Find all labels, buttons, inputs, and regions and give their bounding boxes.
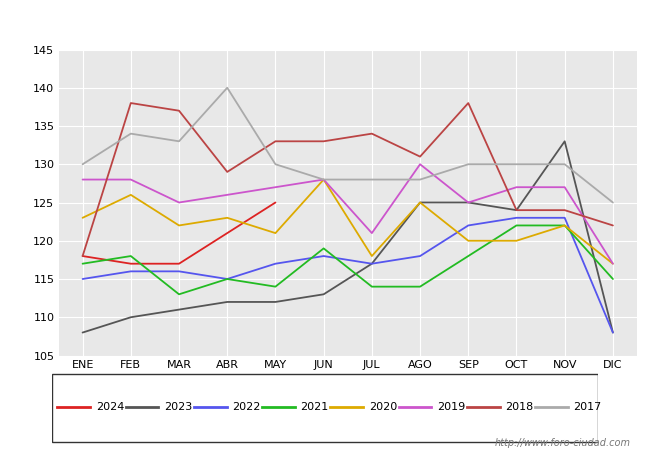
FancyBboxPatch shape <box>52 374 598 442</box>
Text: 2017: 2017 <box>573 402 602 412</box>
Text: 2019: 2019 <box>437 402 465 412</box>
Text: 2018: 2018 <box>505 402 534 412</box>
Text: 2023: 2023 <box>164 402 192 412</box>
Text: 2024: 2024 <box>96 402 124 412</box>
Text: 2021: 2021 <box>300 402 329 412</box>
Text: 2022: 2022 <box>232 402 261 412</box>
Text: http://www.foro-ciudad.com: http://www.foro-ciudad.com <box>495 438 630 448</box>
Text: Afiliados en Palomero a 31/5/2024: Afiliados en Palomero a 31/5/2024 <box>183 14 467 32</box>
Text: 2020: 2020 <box>369 402 397 412</box>
